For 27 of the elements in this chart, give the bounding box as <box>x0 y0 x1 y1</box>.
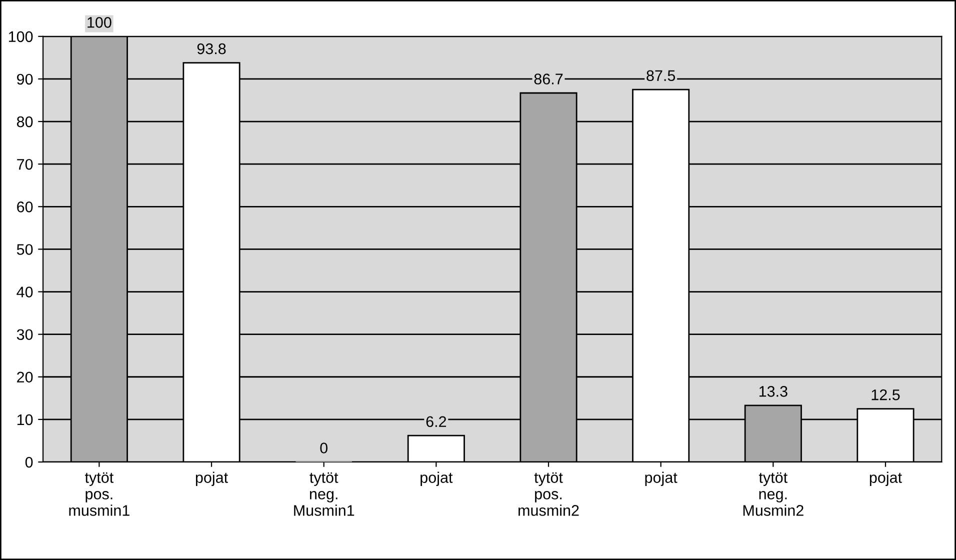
data-label: 93.8 <box>197 43 226 54</box>
data-label: 87.5 <box>646 70 676 82</box>
y-tick-label: 60 <box>17 202 33 212</box>
y-tick-label: 80 <box>16 116 33 128</box>
data-label: 86.7 <box>534 74 563 84</box>
y-tick-label: 100 <box>8 31 33 42</box>
y-tick-label: 20 <box>17 372 33 383</box>
data-label: 0 <box>320 442 328 454</box>
y-tick-label: 90 <box>17 74 33 85</box>
x-tick-label: pojat <box>870 472 902 486</box>
data-label: 6.2 <box>426 416 446 428</box>
data-label: 100 <box>88 17 112 28</box>
x-tick-label: tytöt pos. musmin2 <box>518 472 579 516</box>
x-tick-label: pojat <box>645 472 678 486</box>
x-tick-label: tytöt neg. Musmin1 <box>294 472 354 516</box>
y-tick-label: 70 <box>17 158 33 170</box>
x-tick-label: pojat <box>420 472 453 486</box>
y-tick-label: 10 <box>17 414 33 426</box>
x-tick-label: tytöt pos. musmin1 <box>69 472 130 516</box>
x-tick-label: tytöt neg. Musmin2 <box>743 472 804 516</box>
y-tick-label: 30 <box>16 329 33 340</box>
x-tick-label: pojat <box>196 472 228 486</box>
y-tick-label: 0 <box>25 456 33 468</box>
data-label: 12.5 <box>872 389 900 400</box>
y-tick-label: 40 <box>16 286 33 298</box>
y-tick-label: 50 <box>16 244 33 255</box>
data-label: 13.3 <box>759 386 788 397</box>
